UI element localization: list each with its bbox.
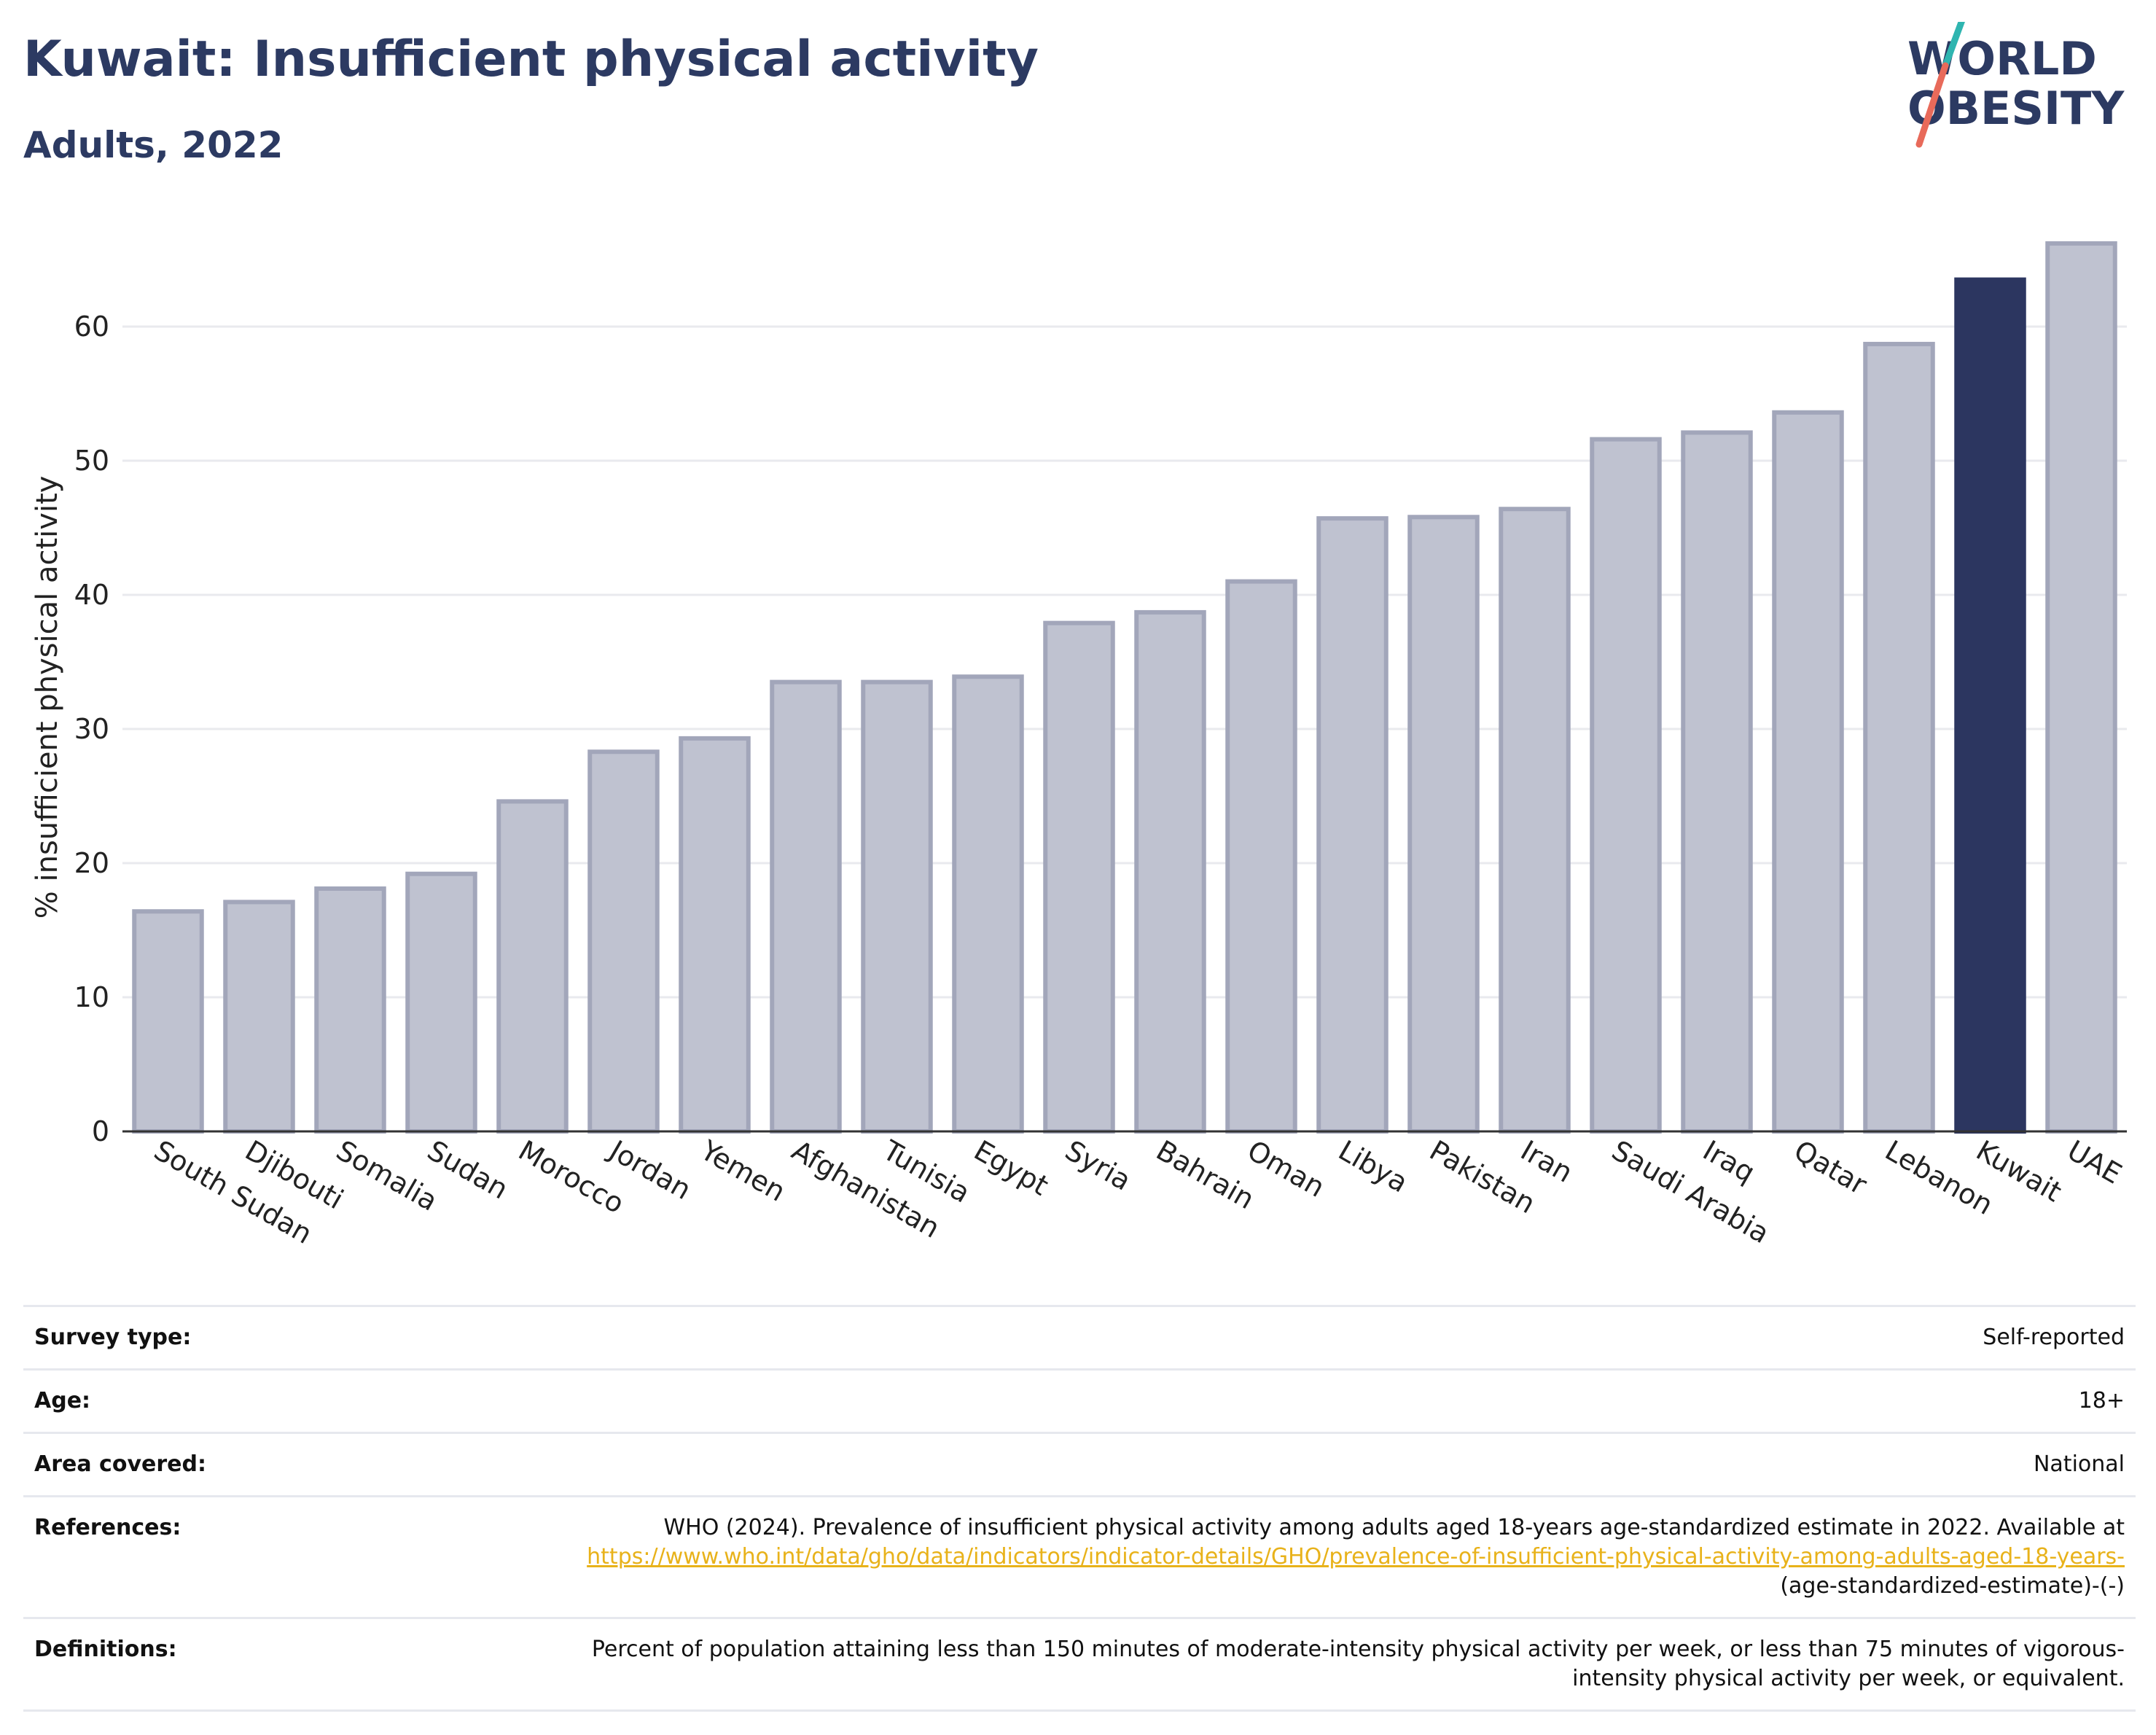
bar: [223, 900, 295, 1134]
survey-type-value: Self-reported: [1983, 1325, 2125, 1350]
y-tick-label: 30: [74, 713, 109, 745]
bar: [1590, 437, 1662, 1134]
age-label: Age:: [34, 1388, 91, 1414]
bar: [1407, 515, 1480, 1134]
x-tick-label: Libya: [1333, 1134, 1413, 1199]
x-tick-label: Qatar: [1789, 1134, 1872, 1201]
bar: [405, 871, 477, 1134]
bar: [2045, 241, 2117, 1134]
y-tick-label: 50: [74, 445, 109, 477]
bar: [314, 886, 386, 1134]
references-link[interactable]: https://www.who.int/data/gho/data/indica…: [587, 1544, 2125, 1570]
age-value: 18+: [2078, 1388, 2125, 1414]
info-row-definitions: Definitions: Percent of population attai…: [23, 1617, 2136, 1712]
y-axis-title: % insufficient physical activity: [31, 476, 64, 919]
bar: [1225, 579, 1297, 1134]
logo-line-2: OBESITY: [1907, 82, 2125, 135]
world-obesity-logo: WORLD OBESITY: [1907, 22, 2125, 148]
bar: [496, 799, 569, 1134]
x-tick-label: Somalia: [331, 1134, 443, 1217]
bar: [1134, 609, 1206, 1134]
area-covered-value: National: [2033, 1451, 2125, 1477]
references-text: WHO (2024). Prevalence of insufficient p…: [663, 1515, 2125, 1540]
references-suffix: (age-standardized-estimate)-(-): [1780, 1573, 2125, 1599]
area-covered-label: Area covered:: [34, 1451, 206, 1477]
y-tick-label: 10: [74, 981, 109, 1013]
bar: [679, 736, 751, 1134]
references-value: WHO (2024). Prevalence of insufficient p…: [565, 1513, 2125, 1601]
bar: [587, 749, 660, 1134]
references-label: References:: [34, 1515, 181, 1540]
info-row-references: References: WHO (2024). Prevalence of in…: [23, 1495, 2136, 1617]
bar: [861, 679, 933, 1134]
bar: [1681, 430, 1753, 1134]
x-tick-label: Bahrain: [1151, 1134, 1259, 1216]
bar: [132, 909, 204, 1134]
definitions-label: Definitions:: [34, 1637, 177, 1662]
info-row-age: Age: 18+: [23, 1368, 2136, 1432]
y-tick-label: 0: [92, 1115, 109, 1147]
x-tick-label: UAE: [2062, 1134, 2127, 1190]
survey-type-label: Survey type:: [34, 1325, 192, 1350]
page-title: Kuwait: Insufficient physical activity: [23, 31, 1039, 88]
bar-chart: 0 10 20 30 40 50 60 % insufficient physical act…: [31, 241, 2127, 1250]
x-tick-label: Iraq: [1698, 1134, 1760, 1189]
bar: [1316, 516, 1388, 1134]
bar-highlighted: [1954, 277, 2026, 1134]
bar: [1772, 410, 1844, 1134]
definitions-value: Percent of population attaining less tha…: [591, 1637, 2125, 1691]
bar: [1499, 507, 1571, 1134]
info-row-area: Area covered: National: [23, 1432, 2136, 1495]
logo-slash-teal: [1942, 22, 1965, 69]
bar: [1863, 341, 1935, 1134]
x-tick-label: Egypt: [969, 1134, 1054, 1202]
x-tick-label: Saudi Arabia: [1606, 1134, 1775, 1250]
info-table: Survey type: Self-reported Age: 18+ Area…: [23, 1305, 2136, 1712]
logo-line-1: WORLD: [1907, 32, 2097, 85]
x-tick-label: Yemen: [695, 1134, 791, 1208]
bar: [1043, 620, 1115, 1134]
bar: [952, 674, 1024, 1134]
x-tick-label: Syria: [1060, 1134, 1136, 1197]
bar: [770, 679, 842, 1134]
x-tick-label: Iran: [1515, 1134, 1578, 1189]
page-subtitle: Adults, 2022: [23, 124, 284, 166]
y-tick-label: 40: [74, 579, 109, 611]
logo-slash-coral: [1915, 62, 1949, 148]
y-tick-label: 20: [74, 847, 109, 879]
y-tick-label: 60: [74, 311, 109, 343]
info-row-survey-type: Survey type: Self-reported: [23, 1305, 2136, 1368]
